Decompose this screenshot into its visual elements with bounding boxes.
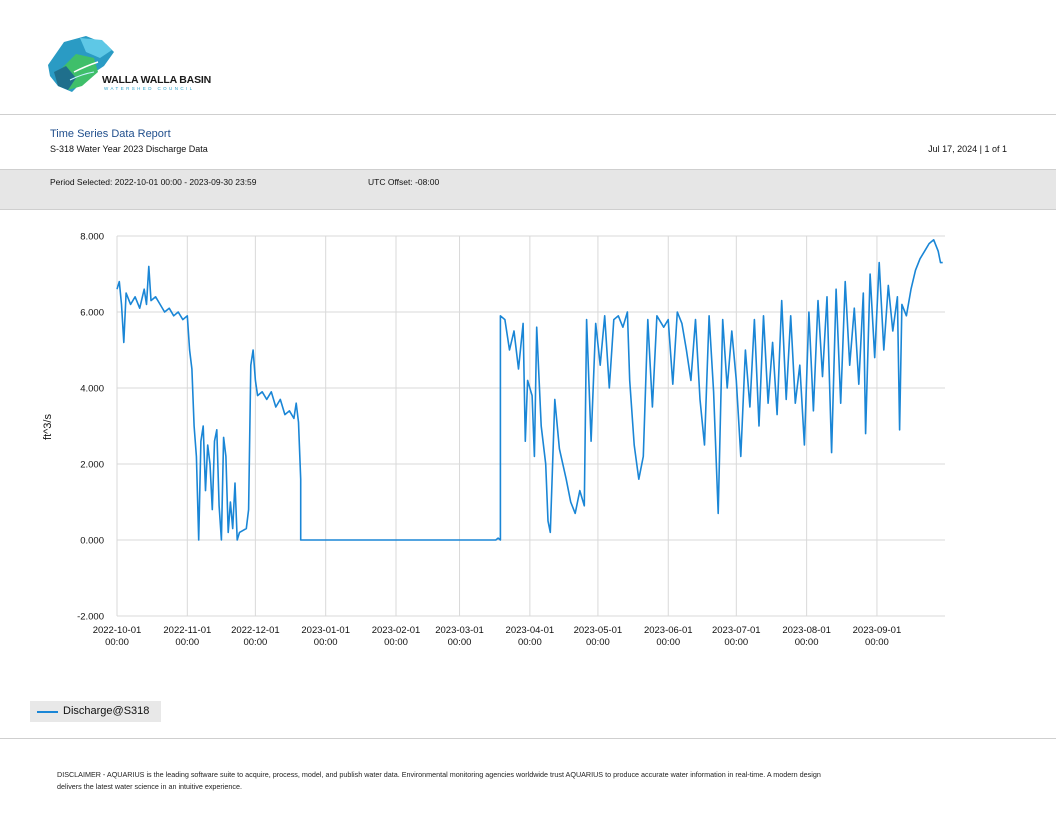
x-tick-time: 00:00	[243, 637, 267, 648]
discharge-chart: 8.000 6.000 4.000 2.000 0.000 -2.000 2022-10-…	[42, 232, 945, 648]
y-axis-ticks: 8.000 6.000 4.000 2.000 0.000 -2.000	[77, 232, 104, 623]
x-tick-label: 2023-06-01	[644, 625, 693, 636]
report-title: Time Series Data Report	[50, 128, 171, 140]
disclaimer-text: DISCLAIMER - AQUARIUS is the leading sof…	[57, 770, 821, 791]
footer-divider	[0, 738, 1056, 739]
x-tick-label: 2022-12-01	[231, 625, 280, 636]
x-tick-time: 00:00	[384, 637, 408, 648]
x-tick-label: 2023-05-01	[574, 625, 623, 636]
x-tick-time: 00:00	[105, 637, 129, 648]
x-tick-label: 2023-02-01	[372, 625, 421, 636]
logo-subname: WATERSHED COUNCIL	[104, 86, 195, 91]
y-tick-label: 8.000	[80, 232, 104, 243]
period-band	[0, 169, 1056, 210]
report-date-page: Jul 17, 2024 | 1 of 1	[928, 144, 1007, 154]
y-tick-label: 0.000	[80, 536, 104, 547]
y-tick-label: 4.000	[80, 384, 104, 395]
x-tick-time: 00:00	[586, 637, 610, 648]
utc-offset: UTC Offset: -08:00	[368, 177, 440, 187]
x-tick-time: 00:00	[314, 637, 338, 648]
legend-swatch	[37, 711, 58, 713]
y-axis-label: ft^3/s	[42, 414, 54, 440]
y-tick-label: 2.000	[80, 460, 104, 471]
logo-name: WALLA WALLA BASIN	[102, 74, 211, 86]
x-tick-label: 2023-07-01	[712, 625, 761, 636]
x-tick-time: 00:00	[656, 637, 680, 648]
watershed-council-logo	[48, 36, 114, 92]
chart-grid	[116, 235, 945, 617]
x-tick-time: 00:00	[724, 637, 748, 648]
chart-legend: Discharge@S318	[30, 701, 161, 722]
x-tick-label: 2022-11-01	[163, 625, 211, 636]
x-tick-time: 00:00	[795, 637, 819, 648]
report-subtitle: S-318 Water Year 2023 Discharge Data	[50, 144, 208, 154]
x-tick-label: 2023-04-01	[506, 625, 555, 636]
y-tick-label: 6.000	[80, 308, 104, 319]
series-group	[116, 239, 943, 541]
x-tick-label: 2023-09-01	[853, 625, 902, 636]
x-tick-label: 2023-01-01	[301, 625, 350, 636]
x-axis-ticks: 2022-10-0100:002022-11-0100:002022-12-01…	[93, 625, 902, 648]
legend-label: Discharge@S318	[63, 705, 150, 717]
period-selected: Period Selected: 2022-10-01 00:00 - 2023…	[50, 177, 257, 187]
series-line-discharge	[116, 239, 943, 541]
x-tick-time: 00:00	[448, 637, 472, 648]
x-tick-label: 2022-10-01	[93, 625, 142, 636]
x-tick-time: 00:00	[175, 637, 199, 648]
x-tick-label: 2023-03-01	[435, 625, 484, 636]
x-tick-time: 00:00	[865, 637, 889, 648]
x-tick-label: 2023-08-01	[782, 625, 831, 636]
y-tick-label: -2.000	[77, 612, 104, 623]
x-tick-time: 00:00	[518, 637, 542, 648]
header-divider	[0, 114, 1056, 115]
